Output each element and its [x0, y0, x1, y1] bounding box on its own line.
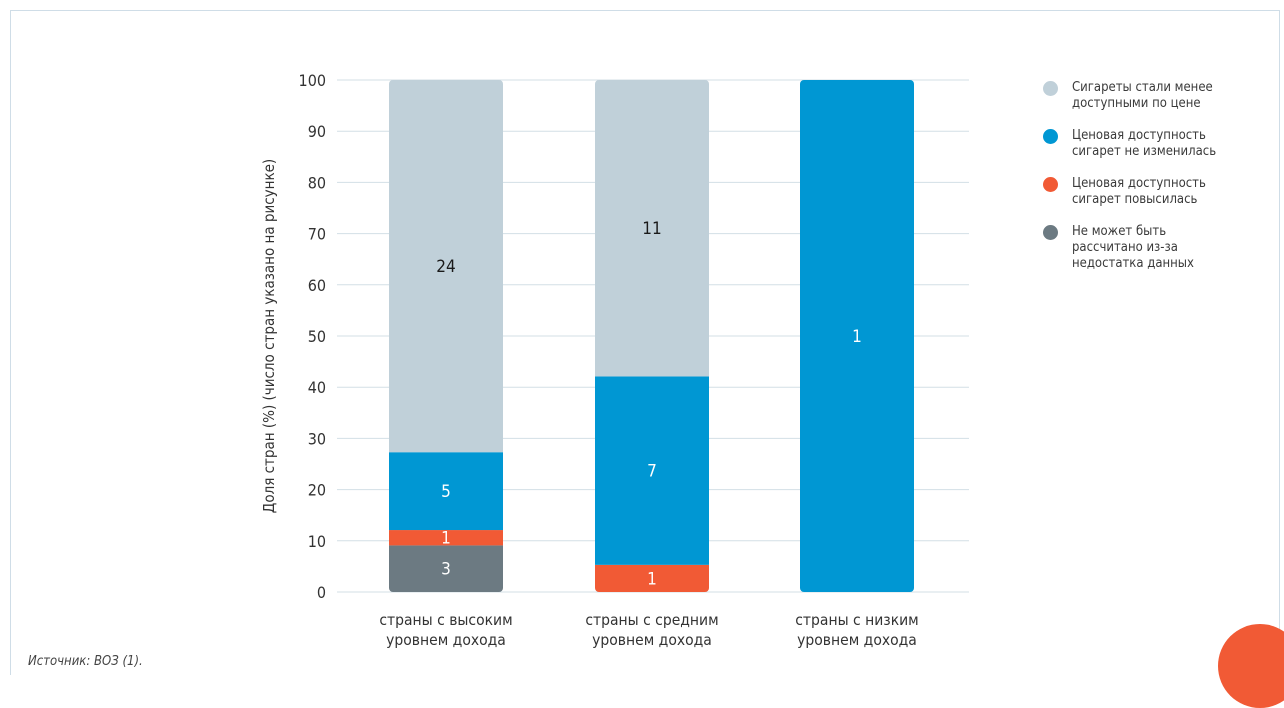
- bar-segment: [389, 452, 503, 531]
- y-tick-label: 80: [308, 173, 326, 192]
- data-label: 5: [441, 482, 451, 502]
- y-tick-label: 10: [308, 532, 326, 551]
- y-tick-label: 100: [299, 71, 326, 90]
- bar-segment: [800, 80, 914, 592]
- x-tick-label: страны с средним: [585, 611, 718, 629]
- legend-label: Ценовая доступность сигарет повысилась: [1072, 176, 1206, 207]
- x-tick-label: уровнем дохода: [592, 631, 712, 649]
- legend-item: Ценовая доступность сигарет повысилась: [1043, 176, 1243, 208]
- y-tick-label: 90: [308, 122, 326, 141]
- x-tick-label: уровнем дохода: [386, 631, 506, 649]
- bar-segment: [595, 80, 709, 377]
- data-label: 7: [647, 462, 657, 482]
- stacked-bar-chart: 0 10 20 30 40 50 60 70 80 90 100 Доля стран (%) (чи…: [260, 71, 969, 649]
- data-label: 1: [852, 327, 862, 347]
- legend-label: Ценовая доступность сигарет не изменилас…: [1072, 128, 1217, 159]
- source-note: Источник: ВОЗ (1).: [28, 654, 143, 669]
- y-tick-label: 0: [317, 583, 326, 602]
- x-tick-label: страны с высоким: [379, 611, 512, 629]
- legend-label: Не может быть рассчитано из-за недостатк…: [1072, 224, 1194, 271]
- bar-segment: [389, 545, 503, 592]
- y-axis-label: Доля стран (%) (число стран указано на р…: [260, 159, 278, 513]
- data-label: 1: [441, 529, 451, 549]
- bar-segment: [595, 376, 709, 565]
- bar-segment: [595, 564, 709, 592]
- y-tick-label: 50: [308, 327, 326, 346]
- legend-item: Не может быть рассчитано из-за недостатк…: [1043, 224, 1243, 272]
- data-label: 11: [642, 219, 661, 239]
- bar-segment: [389, 80, 503, 453]
- legend: Сигареты стали менее доступными по цене Ц…: [1043, 80, 1243, 288]
- legend-item: Сигареты стали менее доступными по цене: [1043, 80, 1243, 112]
- y-tick-label: 20: [308, 481, 326, 500]
- y-tick-label: 30: [308, 429, 326, 448]
- legend-swatch: [1043, 129, 1058, 144]
- data-label: 1: [647, 569, 657, 589]
- legend-swatch: [1043, 225, 1058, 240]
- data-label: 3: [441, 560, 451, 580]
- legend-swatch: [1043, 81, 1058, 96]
- y-tick-label: 60: [308, 276, 326, 295]
- legend-label: Сигареты стали менее доступными по цене: [1072, 80, 1213, 111]
- data-label: 24: [436, 257, 455, 277]
- x-tick-label: страны с низким: [795, 611, 918, 629]
- legend-item: Ценовая доступность сигарет не изменилас…: [1043, 128, 1243, 160]
- bar-segment: [389, 530, 503, 546]
- y-tick-label: 70: [308, 225, 326, 244]
- x-tick-label: уровнем дохода: [797, 631, 917, 649]
- y-tick-label: 40: [308, 378, 326, 397]
- legend-swatch: [1043, 177, 1058, 192]
